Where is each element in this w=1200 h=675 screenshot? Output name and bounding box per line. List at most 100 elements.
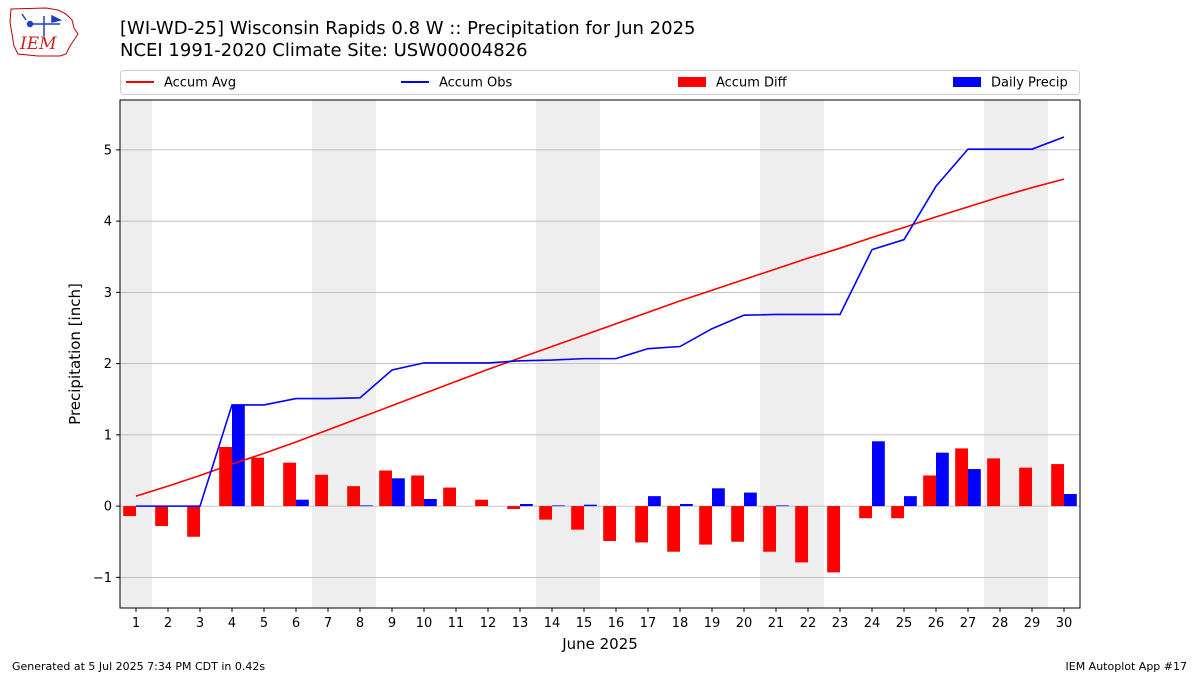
accum-diff-bar — [443, 487, 456, 507]
legend-accum-obs: Accum Obs — [401, 76, 512, 91]
x-tick-label: 22 — [800, 616, 817, 631]
accum-diff-bar — [923, 475, 936, 507]
accum-diff-bar — [795, 506, 808, 563]
accum-diff-bar — [699, 506, 712, 545]
accum-diff-bar — [539, 506, 552, 520]
accum-avg-line — [135, 178, 1065, 497]
x-tick-label: 18 — [672, 616, 689, 631]
x-axis-label: June 2025 — [561, 635, 638, 653]
daily-precip-bar — [520, 503, 533, 507]
accum-diff-bar — [763, 506, 776, 552]
x-tick-label: 28 — [992, 616, 1009, 631]
x-tick-label: 26 — [928, 616, 945, 631]
accum-diff-bar — [571, 506, 584, 530]
daily-precip-bar — [552, 505, 565, 507]
x-tick-label: 23 — [832, 616, 849, 631]
x-tick-label: 12 — [480, 616, 497, 631]
y-tick-label: −1 — [93, 571, 112, 586]
x-tick-label: 19 — [704, 616, 721, 631]
accum-diff-bar — [987, 458, 1000, 507]
weekend-band — [1016, 100, 1048, 608]
weekend-band — [120, 100, 152, 608]
legend-box — [120, 70, 1080, 95]
legend: Accum Avg Accum Obs Accum Diff Daily Precip — [120, 70, 1080, 95]
y-tick-label: 3 — [104, 286, 112, 301]
x-tick-label: 10 — [416, 616, 433, 631]
weekend-band — [536, 100, 568, 608]
accum-diff-bar — [507, 506, 520, 509]
x-tick-label: 15 — [576, 616, 593, 631]
generated-note: Generated at 5 Jul 2025 7:34 PM CDT in 0… — [12, 660, 266, 673]
accum-diff-bar — [379, 470, 392, 507]
accum-diff-bar — [283, 462, 296, 507]
weekend-band — [312, 100, 344, 608]
legend-accum-avg: Accum Avg — [126, 76, 236, 91]
accum-diff-bar — [155, 506, 168, 527]
x-tick-label: 3 — [196, 616, 204, 631]
x-tick-label: 24 — [864, 616, 881, 631]
legend-label: Accum Avg — [164, 76, 236, 91]
y-tick-label: 0 — [104, 500, 112, 515]
logo-text: IEM — [19, 34, 57, 54]
accum-diff-bar — [251, 457, 264, 507]
y-tick-label: 1 — [104, 428, 112, 443]
accum-diff-bar — [603, 506, 616, 542]
chart-subtitle: NCEI 1991-2020 Climate Site: USW00004826 — [120, 40, 528, 61]
x-tick-label: 14 — [544, 616, 561, 631]
x-tick-label: 11 — [448, 616, 465, 631]
y-tick-label: 2 — [104, 357, 112, 372]
weekend-band — [984, 100, 1016, 608]
accum-diff-bar — [859, 506, 872, 519]
daily-precip-bar — [648, 496, 661, 507]
x-tick-label: 17 — [640, 616, 657, 631]
accum-diff-bar — [955, 448, 968, 507]
weekend-band — [344, 100, 376, 608]
legend-label: Accum Obs — [439, 76, 512, 91]
accum-diff-bar — [1051, 464, 1064, 507]
y-axis-label: Precipitation [inch] — [66, 283, 84, 425]
x-tick-label: 8 — [356, 616, 364, 631]
accum-diff-bar — [315, 474, 328, 507]
accum-diff-bar — [347, 486, 360, 507]
x-tick-label: 27 — [960, 616, 977, 631]
legend-daily-precip: Daily Precip — [953, 76, 1068, 91]
daily-precip-bar — [872, 441, 885, 507]
legend-patch-swatch — [678, 77, 706, 87]
x-tick-label: 5 — [260, 616, 268, 631]
accum-diff-bar — [827, 506, 840, 573]
daily-precip-bar — [392, 478, 405, 507]
accum-diff-bar — [667, 506, 680, 552]
plot-frame — [119, 99, 1081, 609]
daily-precip-bar — [584, 504, 597, 507]
legend-accum-diff: Accum Diff — [678, 76, 788, 91]
accum-diff-bar — [635, 506, 648, 543]
accum-diff-bar — [891, 506, 904, 519]
y-tick-label: 5 — [104, 143, 112, 158]
daily-precip-bar — [744, 492, 757, 507]
x-tick-label: 9 — [388, 616, 396, 631]
iem-logo: IEM — [9, 7, 79, 57]
daily-precip-bar — [1064, 494, 1077, 507]
legend-label: Accum Diff — [716, 76, 788, 91]
accum-diff-bar — [219, 446, 232, 507]
accum-obs-line — [136, 136, 1065, 507]
accum-diff-bar — [475, 499, 488, 507]
x-tick-label: 6 — [292, 616, 300, 631]
x-tick-label: 25 — [896, 616, 913, 631]
daily-precip-bar — [936, 452, 949, 507]
daily-precip-bar — [424, 498, 437, 507]
accum-diff-bar — [187, 506, 200, 537]
x-tick-label: 4 — [228, 616, 236, 631]
y-tick-label: 4 — [104, 215, 112, 230]
x-tick-label: 2 — [164, 616, 172, 631]
x-tick-label: 20 — [736, 616, 753, 631]
x-tick-label: 29 — [1024, 616, 1041, 631]
weather-station-icon — [21, 13, 63, 36]
daily-precip-bar — [904, 496, 917, 507]
legend-label: Daily Precip — [991, 76, 1068, 91]
daily-precip-bar — [968, 469, 981, 507]
x-tick-label: 21 — [768, 616, 785, 631]
daily-precip-bar — [296, 499, 309, 507]
daily-precip-bar — [232, 404, 245, 507]
